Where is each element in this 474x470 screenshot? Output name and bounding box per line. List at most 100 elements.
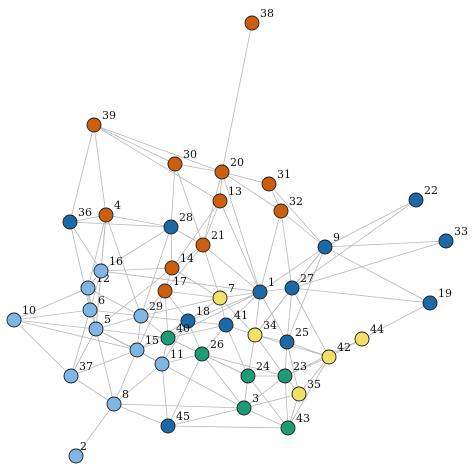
node-33-label: 33 (454, 225, 468, 238)
edge-9-22 (324, 199, 417, 248)
node-43-circle (280, 420, 296, 436)
node-3[interactable]: 3 (236, 392, 259, 416)
edge-11-8 (113, 363, 163, 405)
edge-5-29 (95, 315, 142, 330)
node-32[interactable]: 32 (273, 195, 303, 219)
edge-28-16 (100, 226, 172, 272)
edge-36-16 (69, 221, 102, 272)
node-20[interactable]: 20 (214, 156, 244, 180)
node-14[interactable]: 14 (164, 252, 194, 276)
edge-30-20 (174, 163, 223, 173)
node-8[interactable]: 8 (106, 388, 129, 412)
node-27-circle (284, 280, 300, 296)
edge-37-8 (70, 375, 115, 405)
node-16[interactable]: 16 (93, 255, 123, 279)
node-29[interactable]: 29 (133, 300, 163, 324)
node-18[interactable]: 18 (180, 305, 210, 329)
node-8-label: 8 (122, 388, 129, 401)
node-24-label: 24 (256, 360, 270, 373)
node-31[interactable]: 31 (261, 168, 291, 192)
node-34[interactable]: 34 (247, 319, 277, 343)
node-13[interactable]: 13 (212, 185, 242, 209)
node-26[interactable]: 26 (194, 338, 224, 362)
edge-39-20 (93, 124, 223, 173)
node-42[interactable]: 42 (321, 341, 351, 365)
edge-1-41 (225, 291, 261, 326)
node-22[interactable]: 22 (408, 184, 438, 208)
node-20-circle (214, 164, 230, 180)
node-20-label: 20 (230, 156, 244, 169)
node-36[interactable]: 36 (62, 206, 92, 230)
node-24[interactable]: 24 (240, 360, 270, 384)
node-39[interactable]: 39 (86, 109, 116, 133)
edge-14-5 (95, 267, 173, 330)
node-15[interactable]: 15 (129, 334, 159, 358)
node-30-circle (167, 156, 183, 172)
edge-6-37 (70, 309, 91, 377)
edge-3-43 (243, 407, 289, 429)
node-36-circle (62, 214, 78, 230)
node-11[interactable]: 11 (154, 348, 184, 372)
node-27[interactable]: 27 (284, 272, 314, 296)
node-19[interactable]: 19 (422, 287, 452, 311)
edge-1-18 (187, 291, 261, 322)
node-9[interactable]: 9 (317, 231, 340, 255)
edge-13-1 (219, 200, 261, 293)
node-15-circle (129, 342, 145, 358)
node-12-circle (80, 280, 96, 296)
edge-31-9 (268, 183, 326, 248)
node-30[interactable]: 30 (167, 148, 197, 172)
node-7[interactable]: 7 (212, 282, 235, 306)
edge-36-28 (69, 221, 172, 228)
node-6-circle (82, 302, 98, 318)
node-5[interactable]: 5 (88, 313, 111, 337)
node-44-label: 44 (370, 323, 384, 336)
node-23[interactable]: 23 (277, 360, 307, 384)
node-18-circle (180, 313, 196, 329)
node-17[interactable]: 17 (157, 275, 187, 299)
node-37-label: 37 (79, 360, 93, 373)
node-28-label: 28 (179, 211, 193, 224)
node-40-circle (160, 330, 176, 346)
edge-32-9 (280, 210, 326, 248)
node-6[interactable]: 6 (82, 294, 105, 318)
edge-32-1 (259, 210, 282, 293)
node-1[interactable]: 1 (252, 276, 275, 300)
edge-29-18 (140, 315, 189, 322)
node-45[interactable]: 45 (160, 410, 190, 434)
edge-8-3 (113, 403, 245, 409)
edge-27-42 (291, 287, 330, 358)
node-35[interactable]: 35 (291, 378, 321, 402)
node-27-label: 27 (300, 272, 314, 285)
node-14-label: 14 (180, 252, 194, 265)
node-4[interactable]: 4 (98, 199, 121, 223)
node-7-label: 7 (228, 282, 235, 295)
node-6-label: 6 (98, 294, 105, 307)
node-34-circle (247, 327, 263, 343)
node-41[interactable]: 41 (218, 309, 248, 333)
node-2[interactable]: 2 (68, 440, 87, 464)
node-43[interactable]: 43 (280, 412, 310, 436)
node-38[interactable]: 38 (244, 7, 274, 31)
edge-34-23 (254, 334, 286, 377)
edge-41-40 (167, 324, 227, 339)
node-9-circle (317, 239, 333, 255)
node-33[interactable]: 33 (438, 225, 468, 249)
edge-13-21 (202, 200, 221, 246)
edge-35-3 (243, 393, 300, 409)
node-10[interactable]: 10 (6, 304, 36, 328)
edge-4-29 (105, 214, 142, 317)
edge-16-1 (100, 270, 261, 293)
node-37[interactable]: 37 (63, 360, 93, 384)
node-44[interactable]: 44 (354, 323, 384, 347)
node-28[interactable]: 28 (163, 211, 193, 235)
node-25[interactable]: 25 (279, 326, 309, 350)
edge-39-30 (93, 124, 176, 165)
node-39-label: 39 (102, 109, 116, 122)
edge-1-9 (259, 246, 326, 293)
node-1-circle (252, 284, 268, 300)
node-21[interactable]: 21 (195, 229, 225, 253)
node-40[interactable]: 40 (160, 322, 190, 346)
edge-10-15 (13, 319, 138, 351)
